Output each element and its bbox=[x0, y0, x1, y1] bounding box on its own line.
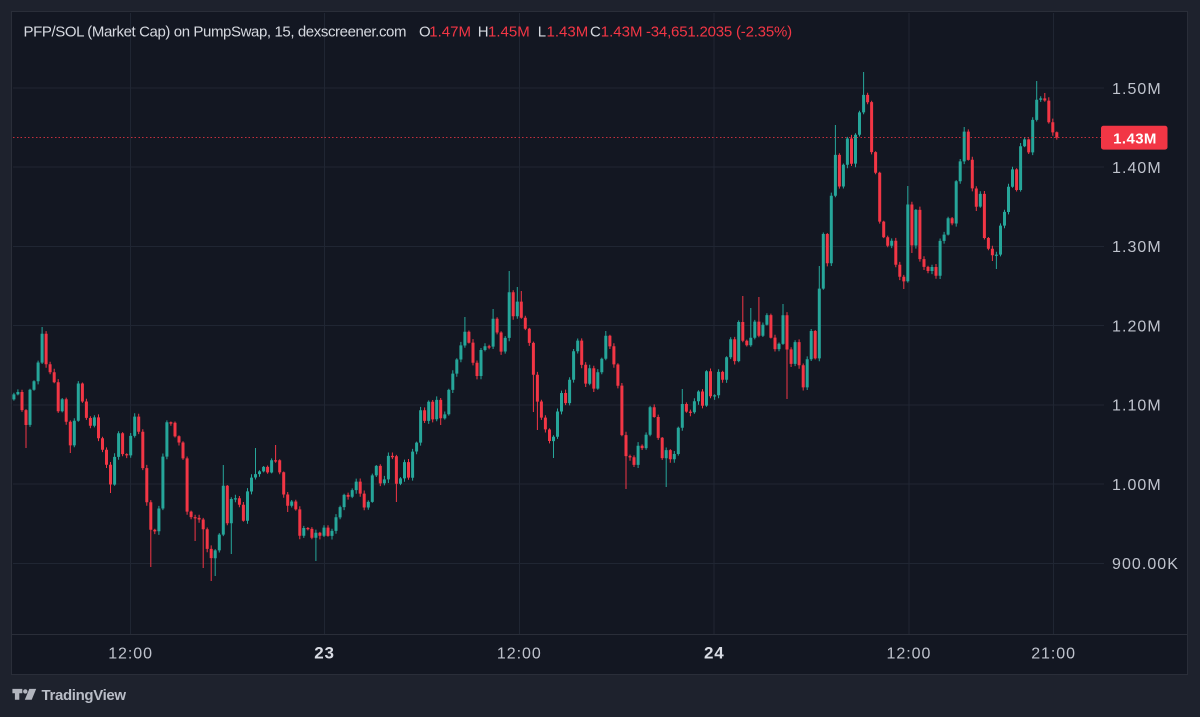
svg-text:1.20M: 1.20M bbox=[1112, 318, 1162, 335]
svg-text:12:00: 12:00 bbox=[108, 646, 153, 663]
svg-text:23: 23 bbox=[314, 644, 335, 663]
svg-text:1.43M: 1.43M bbox=[1113, 131, 1157, 148]
svg-text:TradingView: TradingView bbox=[42, 687, 127, 704]
svg-text:PFP/SOL (Market Cap) on PumpSw: PFP/SOL (Market Cap) on PumpSwap, 15, de… bbox=[24, 24, 407, 41]
svg-text:1.30M: 1.30M bbox=[1112, 239, 1162, 256]
svg-text:1.50M: 1.50M bbox=[1112, 81, 1162, 98]
svg-text:1.00M: 1.00M bbox=[1112, 477, 1162, 494]
svg-text:21:00: 21:00 bbox=[1031, 646, 1076, 663]
svg-text:24: 24 bbox=[704, 644, 725, 663]
svg-text:1.10M: 1.10M bbox=[1112, 398, 1162, 415]
svg-text:900.00K: 900.00K bbox=[1112, 556, 1179, 573]
svg-text:12:00: 12:00 bbox=[887, 646, 932, 663]
svg-text:1.40M: 1.40M bbox=[1112, 160, 1162, 177]
svg-text:12:00: 12:00 bbox=[497, 646, 542, 663]
